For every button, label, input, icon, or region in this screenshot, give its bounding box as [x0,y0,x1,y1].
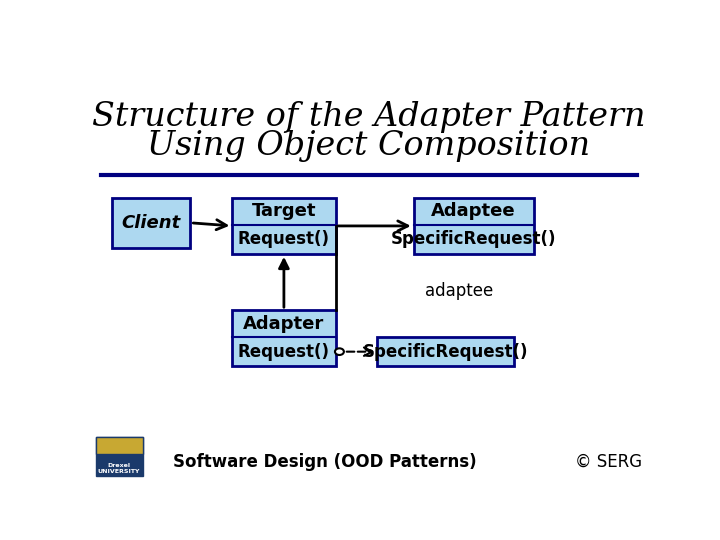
Text: Client: Client [122,214,181,232]
Text: Request(): Request() [238,343,330,361]
FancyBboxPatch shape [377,337,514,366]
Circle shape [335,348,344,355]
FancyBboxPatch shape [112,198,190,248]
Text: SpecificRequest(): SpecificRequest() [363,343,528,361]
FancyBboxPatch shape [233,310,336,366]
Text: Adapter: Adapter [243,315,325,333]
Text: Using Object Composition: Using Object Composition [148,130,590,162]
Text: Structure of the Adapter Pattern: Structure of the Adapter Pattern [92,101,646,133]
Text: Drexel
UNIVERSITY: Drexel UNIVERSITY [98,463,140,474]
Text: Request(): Request() [238,231,330,248]
Text: Software Design (OOD Patterns): Software Design (OOD Patterns) [173,453,476,471]
Text: © SERG: © SERG [575,453,642,471]
FancyBboxPatch shape [96,437,143,454]
Text: SpecificRequest(): SpecificRequest() [391,231,557,248]
FancyBboxPatch shape [233,198,336,254]
FancyBboxPatch shape [96,437,143,476]
Text: adaptee: adaptee [425,282,493,300]
Text: Target: Target [252,202,316,220]
FancyBboxPatch shape [413,198,534,254]
Text: Adaptee: Adaptee [431,202,516,220]
